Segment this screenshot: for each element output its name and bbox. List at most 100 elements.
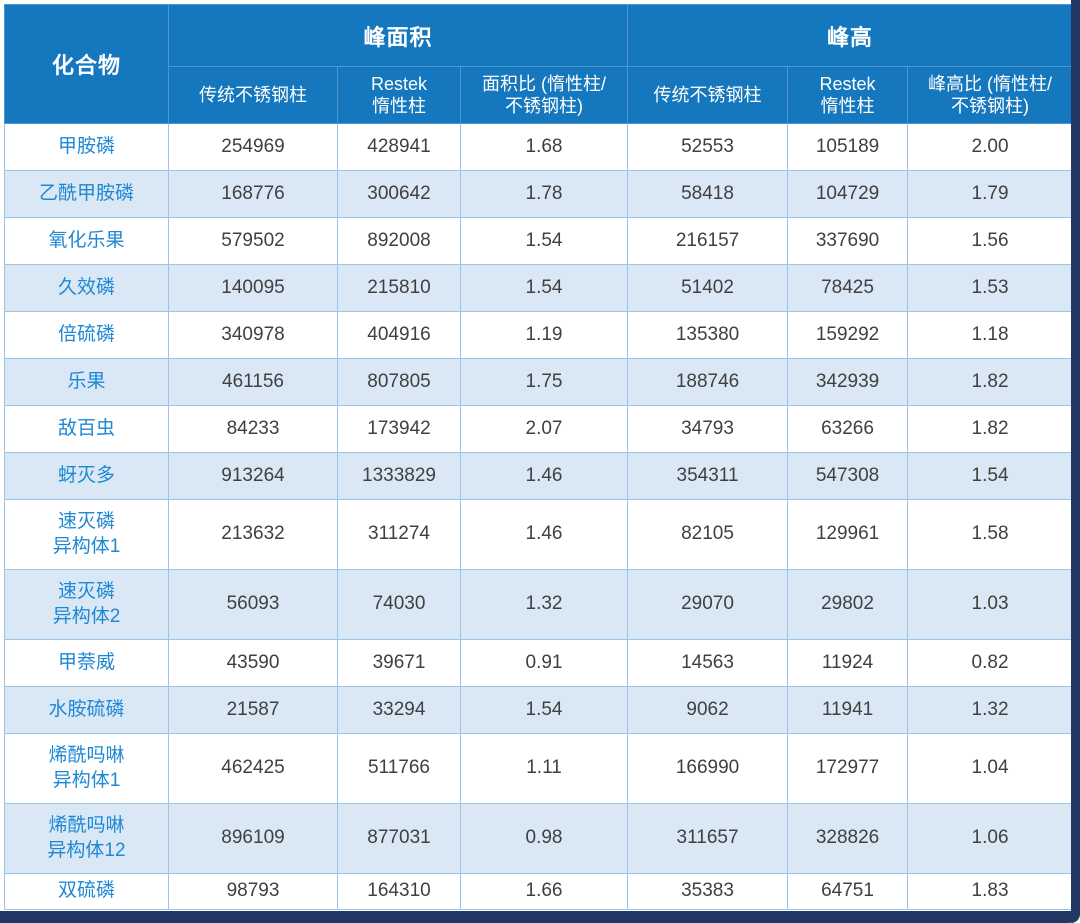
value-cell: 166990 (627, 733, 789, 804)
compound-cell: 烯酰吗啉 异构体12 (4, 803, 169, 874)
value-cell: 311274 (337, 499, 461, 570)
value-cell: 0.91 (459, 639, 629, 687)
table-row: 甲胺磷 254969 428941 1.68 52553 105189 2.00 (4, 123, 1074, 171)
value-cell: 29070 (627, 569, 789, 640)
value-cell: 1.04 (907, 733, 1074, 804)
value-cell: 354311 (627, 452, 789, 500)
value-cell: 1.46 (459, 452, 629, 500)
table-row: 速灭磷 异构体1 213632 311274 1.46 82105 129961… (4, 499, 1074, 570)
value-cell: 1.54 (459, 217, 629, 265)
value-cell: 135380 (627, 311, 789, 359)
value-cell: 216157 (627, 217, 789, 265)
value-cell: 140095 (168, 264, 338, 312)
subheader-area-ratio: 面积比 (惰性柱/ 不锈钢柱) (459, 66, 629, 124)
value-cell: 29802 (787, 569, 909, 640)
table-row: 久效磷 140095 215810 1.54 51402 78425 1.53 (4, 264, 1074, 312)
value-cell: 0.98 (459, 803, 629, 874)
value-cell: 1.32 (459, 569, 629, 640)
value-cell: 2.00 (907, 123, 1074, 171)
value-cell: 1.79 (907, 170, 1074, 218)
value-cell: 84233 (168, 405, 338, 453)
value-cell: 1.66 (459, 873, 629, 910)
peak-height-group-header: 峰高 (627, 4, 1074, 67)
value-cell: 1.46 (459, 499, 629, 570)
compound-cell: 甲胺磷 (4, 123, 169, 171)
value-cell: 1.18 (907, 311, 1074, 359)
compound-cell: 久效磷 (4, 264, 169, 312)
value-cell: 98793 (168, 873, 338, 910)
value-cell: 913264 (168, 452, 338, 500)
value-cell: 56093 (168, 569, 338, 640)
value-cell: 39671 (337, 639, 461, 687)
value-cell: 877031 (337, 803, 461, 874)
table-row: 氧化乐果 579502 892008 1.54 216157 337690 1.… (4, 217, 1074, 265)
value-cell: 300642 (337, 170, 461, 218)
value-cell: 1.06 (907, 803, 1074, 874)
value-cell: 82105 (627, 499, 789, 570)
group-header-row: 化合物 峰面积 峰高 (4, 4, 1074, 124)
value-cell: 11924 (787, 639, 909, 687)
value-cell: 63266 (787, 405, 909, 453)
value-cell: 511766 (337, 733, 461, 804)
value-cell: 461156 (168, 358, 338, 406)
table-row: 乙酰甲胺磷 168776 300642 1.78 58418 104729 1.… (4, 170, 1074, 218)
value-cell: 311657 (627, 803, 789, 874)
value-cell: 1.11 (459, 733, 629, 804)
value-cell: 1.54 (459, 264, 629, 312)
value-cell: 9062 (627, 686, 789, 734)
value-cell: 0.82 (907, 639, 1074, 687)
value-cell: 213632 (168, 499, 338, 570)
compound-cell: 蚜灭多 (4, 452, 169, 500)
value-cell: 1333829 (337, 452, 461, 500)
value-cell: 172977 (787, 733, 909, 804)
value-cell: 33294 (337, 686, 461, 734)
value-cell: 1.83 (907, 873, 1074, 910)
value-cell: 1.82 (907, 405, 1074, 453)
value-cell: 173942 (337, 405, 461, 453)
value-cell: 1.78 (459, 170, 629, 218)
value-cell: 328826 (787, 803, 909, 874)
value-cell: 428941 (337, 123, 461, 171)
value-cell: 2.07 (459, 405, 629, 453)
table-row: 蚜灭多 913264 1333829 1.46 354311 547308 1.… (4, 452, 1074, 500)
value-cell: 34793 (627, 405, 789, 453)
value-cell: 1.54 (907, 452, 1074, 500)
compound-cell: 速灭磷 异构体2 (4, 569, 169, 640)
table-row: 烯酰吗啉 异构体12 896109 877031 0.98 311657 328… (4, 803, 1074, 874)
frame-border-right (1071, 0, 1080, 923)
table-row: 烯酰吗啉 异构体1 462425 511766 1.11 166990 1729… (4, 733, 1074, 804)
value-cell: 1.68 (459, 123, 629, 171)
value-cell: 129961 (787, 499, 909, 570)
value-cell: 14563 (627, 639, 789, 687)
subheader-height-restek-column: Restek 惰性柱 (787, 66, 909, 124)
value-cell: 52553 (627, 123, 789, 171)
subheader-height-steel-column: 传统不锈钢柱 (627, 66, 789, 124)
value-cell: 1.19 (459, 311, 629, 359)
value-cell: 807805 (337, 358, 461, 406)
compound-cell: 敌百虫 (4, 405, 169, 453)
value-cell: 35383 (627, 873, 789, 910)
compound-cell: 速灭磷 异构体1 (4, 499, 169, 570)
value-cell: 164310 (337, 873, 461, 910)
compound-cell: 甲萘威 (4, 639, 169, 687)
value-cell: 1.58 (907, 499, 1074, 570)
value-cell: 1.03 (907, 569, 1074, 640)
value-cell: 1.56 (907, 217, 1074, 265)
value-cell: 78425 (787, 264, 909, 312)
value-cell: 342939 (787, 358, 909, 406)
peak-area-group-header: 峰面积 (167, 4, 629, 67)
value-cell: 462425 (168, 733, 338, 804)
value-cell: 1.53 (907, 264, 1074, 312)
table-row: 乐果 461156 807805 1.75 188746 342939 1.82 (4, 358, 1074, 406)
comparison-table: 化合物 峰面积 峰高 传统不锈钢柱 Restek 惰性柱 面积比 (惰性柱/ 不… (4, 4, 1074, 910)
value-cell: 1.82 (907, 358, 1074, 406)
table-row: 速灭磷 异构体2 56093 74030 1.32 29070 29802 1.… (4, 569, 1074, 640)
value-cell: 43590 (168, 639, 338, 687)
compound-cell: 倍硫磷 (4, 311, 169, 359)
value-cell: 21587 (168, 686, 338, 734)
compound-cell: 烯酰吗啉 异构体1 (4, 733, 169, 804)
table-row: 双硫磷 98793 164310 1.66 35383 64751 1.83 (4, 873, 1074, 910)
value-cell: 547308 (787, 452, 909, 500)
subheader-area-steel-column: 传统不锈钢柱 (168, 66, 338, 124)
